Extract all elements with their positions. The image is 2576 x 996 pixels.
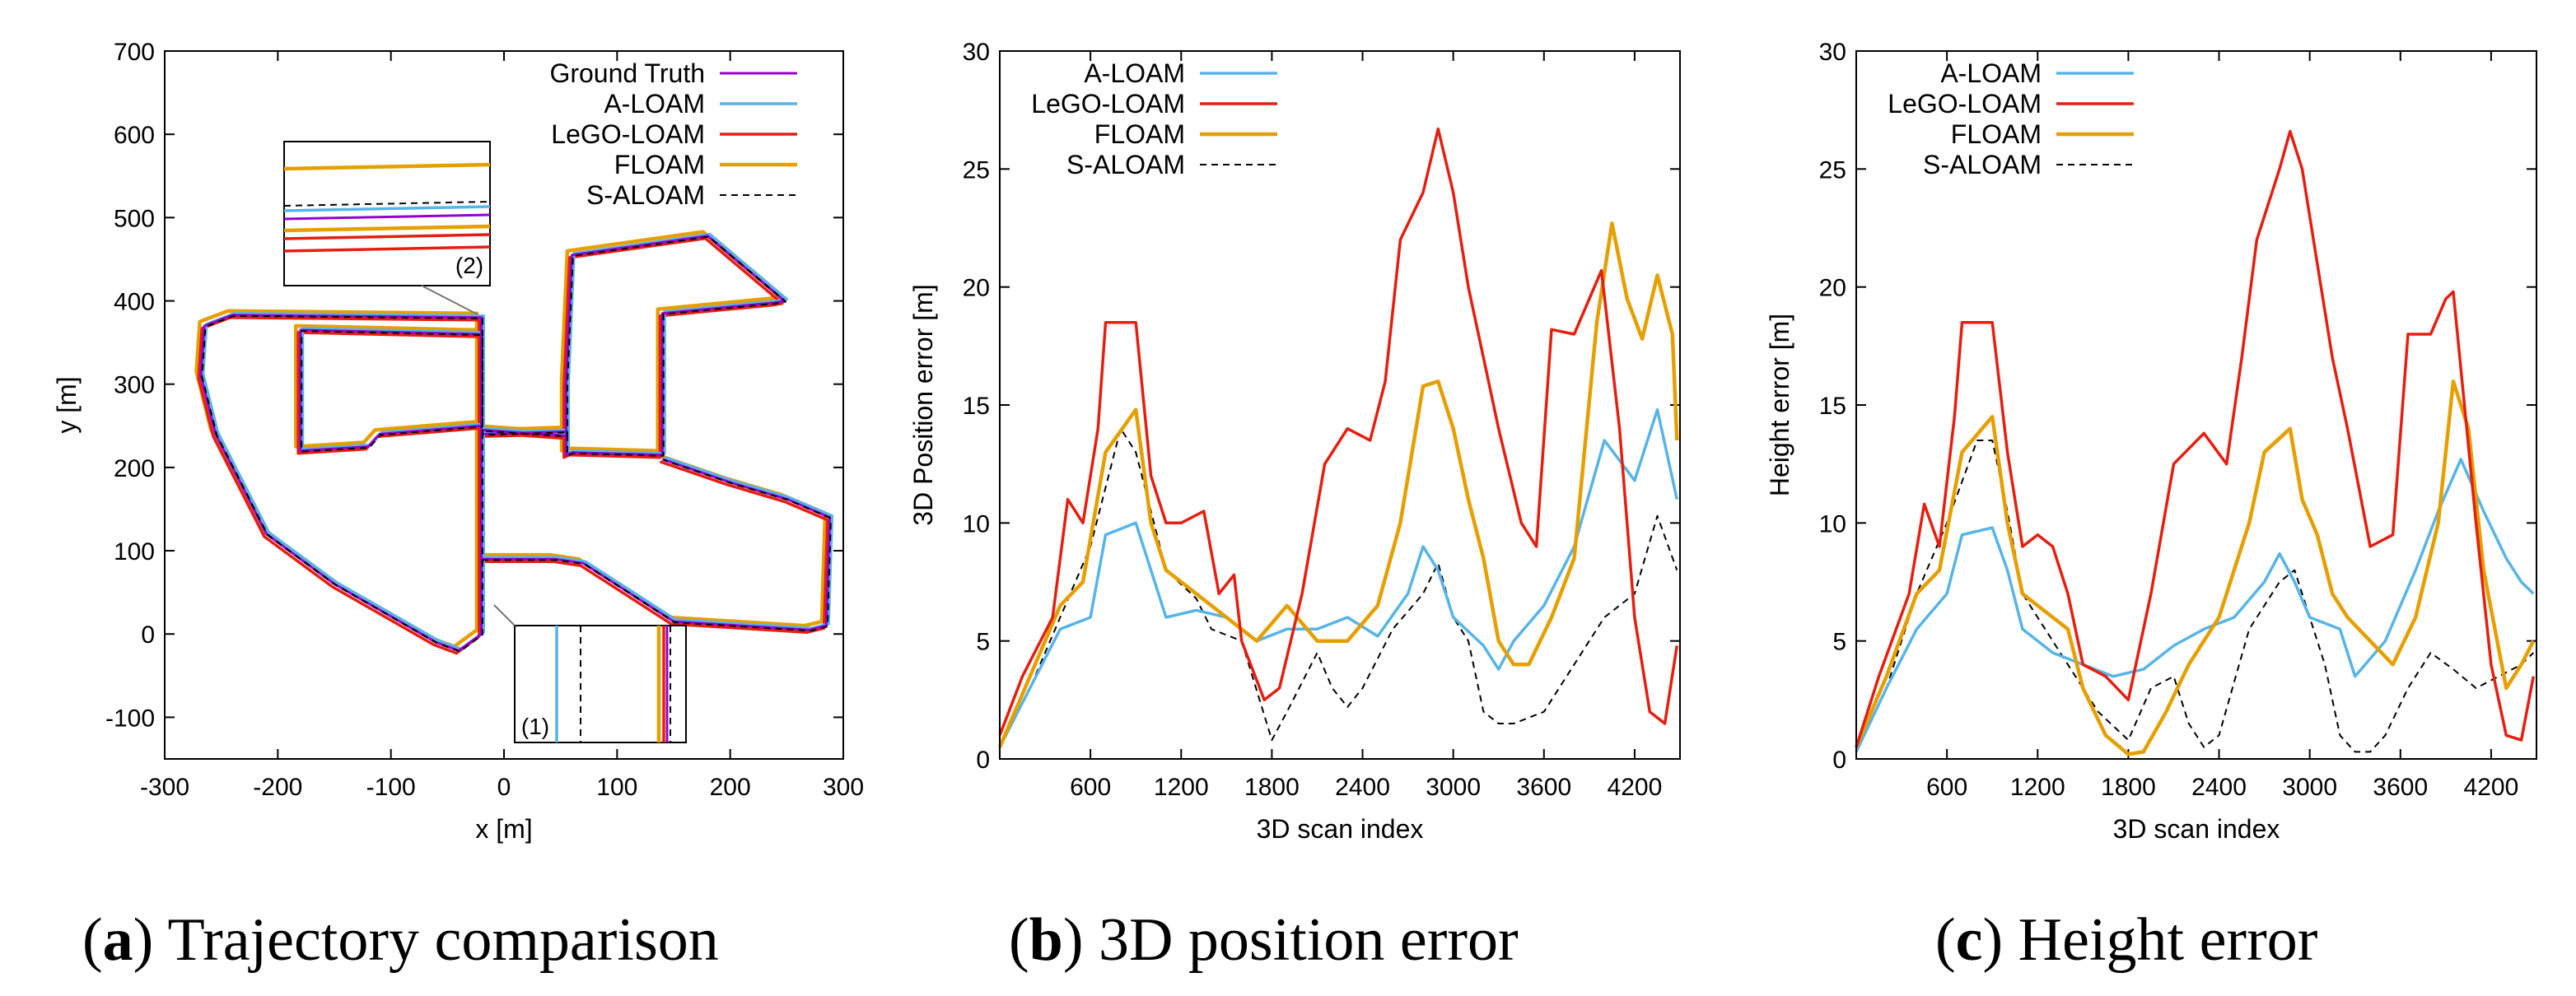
legend-label: S-ALOAM [1923, 150, 2042, 179]
y-tick-label: 30 [963, 39, 990, 66]
x-tick-label: 1800 [1244, 774, 1300, 801]
y-axis-label: y [m] [52, 376, 82, 433]
y-tick-label: 15 [963, 393, 990, 420]
legend-label: FLOAM [614, 150, 705, 179]
legend-label: LeGO-LOAM [1888, 89, 2042, 119]
legend-label: S-ALOAM [586, 180, 705, 210]
legend-label: Ground Truth [549, 58, 705, 88]
caption-b: (b) 3D position error [1009, 906, 1519, 974]
y-tick-label: 400 [114, 289, 155, 316]
series-lego-loam [998, 127, 1679, 736]
y-tick-label: 700 [114, 39, 155, 66]
y-tick-label: 20 [1819, 275, 1846, 302]
x-axis-label: 3D scan index [1257, 814, 1424, 844]
inset-label: (1) [521, 714, 549, 739]
inset-pointer [493, 604, 516, 626]
legend-label: FLOAM [1094, 119, 1185, 149]
y-axis-label: Height error [m] [1765, 314, 1794, 496]
inset-1: (1) [493, 604, 687, 743]
series-s-aloam [999, 427, 1678, 748]
x-tick-label: -200 [253, 774, 302, 801]
y-tick-label: 5 [1832, 629, 1846, 656]
y-tick-label: 15 [1819, 393, 1846, 420]
x-tick-label: 4200 [1608, 774, 1663, 801]
trajectory-s-aloam [201, 235, 832, 653]
y-tick-label: 25 [963, 156, 990, 184]
x-tick-label: 1200 [2010, 774, 2065, 801]
y-tick-label: 10 [963, 510, 990, 538]
caption-a: (a) Trajectory comparison [82, 906, 719, 974]
x-tick-label: 0 [497, 774, 511, 801]
legend-label: FLOAM [1951, 119, 2042, 149]
plot-frame [164, 50, 844, 760]
legend-label: A-LOAM [604, 89, 705, 119]
legend-label: A-LOAM [1084, 58, 1185, 88]
y-tick-label: 300 [114, 372, 155, 399]
series-a-loam [998, 407, 1679, 748]
inset-line [283, 224, 491, 233]
x-tick-label: 3600 [1516, 774, 1571, 801]
x-tick-label: 3000 [2282, 774, 2337, 801]
x-tick-label: 100 [596, 774, 637, 801]
x-tick-label: 3000 [1426, 774, 1481, 801]
inset-label: (2) [455, 253, 483, 278]
trajectory-floam [194, 230, 828, 649]
x-tick-label: 1200 [1154, 774, 1209, 801]
legend-label: LeGO-LOAM [1031, 89, 1185, 119]
legend-label: S-ALOAM [1066, 150, 1185, 179]
x-axis-label: x [m] [475, 814, 532, 844]
inset-2: (2) [283, 141, 491, 315]
y-tick-label: -100 [105, 705, 155, 732]
x-tick-label: 2400 [1335, 774, 1390, 801]
y-tick-label: 600 [114, 122, 155, 149]
series-floam [997, 221, 1679, 748]
x-tick-label: 4200 [2464, 774, 2519, 801]
x-tick-label: -100 [366, 774, 416, 801]
y-tick-label: 0 [141, 621, 155, 649]
inset-line [283, 205, 491, 212]
legend-label: A-LOAM [1940, 58, 2042, 88]
series-lego-loam [1855, 129, 2536, 748]
inset-line [283, 213, 491, 221]
y-tick-label: 0 [1832, 747, 1846, 774]
y-tick-label: 200 [114, 455, 155, 482]
y-tick-label: 10 [1819, 510, 1846, 538]
series-a-loam [1855, 458, 2535, 753]
x-tick-label: 300 [823, 774, 864, 801]
chart-2: 600 1200 1800 2400 3000 3600 4200 0 5 10 15 20 25 30 3… [908, 39, 1681, 844]
plot-frame [1855, 50, 2537, 760]
inset-line [283, 162, 491, 171]
trajectory-a-loam [201, 232, 834, 651]
inset-line [283, 245, 491, 253]
chart-3: 600 1200 1800 2400 3000 3600 4200 0 5 10 15 20 25 30 3… [1765, 39, 2537, 844]
y-tick-label: 25 [1819, 156, 1846, 184]
x-axis-label: 3D scan index [2113, 814, 2280, 844]
x-tick-label: 200 [710, 774, 751, 801]
legend-label: LeGO-LOAM [551, 119, 705, 149]
x-tick-label: 1800 [2101, 774, 2156, 801]
inset-pointer [421, 285, 478, 315]
x-tick-label: 600 [1926, 774, 1967, 801]
plot-frame [999, 50, 1681, 760]
inset-line [283, 233, 491, 240]
y-tick-label: 100 [114, 538, 155, 565]
y-axis-label: 3D Position error [m] [908, 284, 938, 525]
y-tick-label: 30 [1819, 39, 1846, 66]
caption-c: (c) Height error [1935, 906, 2318, 974]
y-tick-label: 500 [114, 205, 155, 232]
y-tick-label: 20 [963, 275, 990, 302]
y-tick-label: 0 [976, 747, 990, 774]
x-tick-label: 600 [1070, 774, 1111, 801]
y-tick-label: 5 [976, 629, 990, 656]
chart-1: -300 -200 -100 0 100 200 300 -100 0 100 200 300 400 5… [52, 39, 864, 844]
x-tick-label: 3600 [2373, 774, 2428, 801]
series-floam [1854, 379, 2536, 756]
series-s-aloam [1855, 440, 2534, 753]
x-tick-label: -300 [140, 774, 189, 801]
x-tick-label: 2400 [2191, 774, 2247, 801]
